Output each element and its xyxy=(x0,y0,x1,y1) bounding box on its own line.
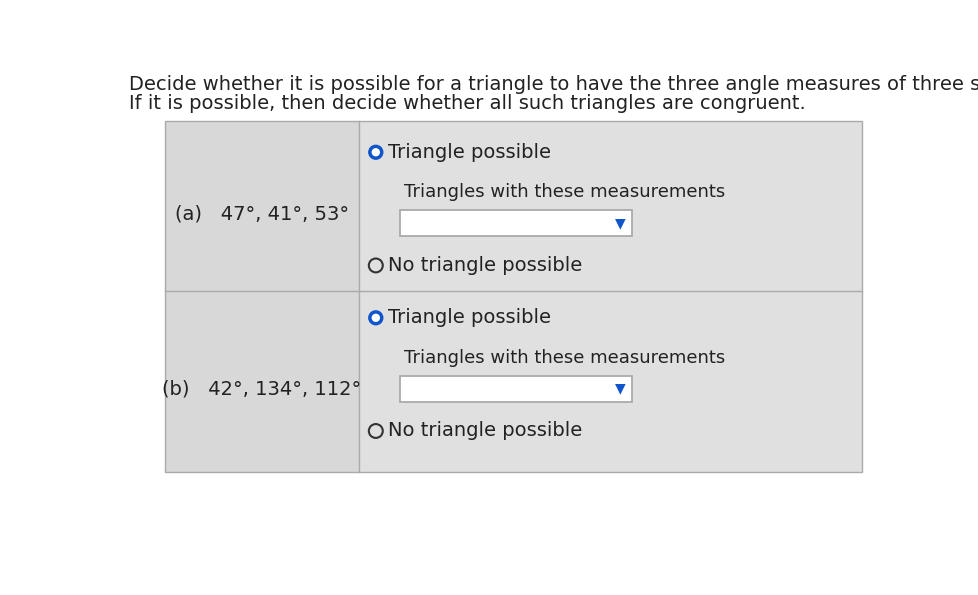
Circle shape xyxy=(372,149,378,156)
Circle shape xyxy=(369,311,382,325)
Text: (a)   47°, 41°, 53°: (a) 47°, 41°, 53° xyxy=(175,204,348,223)
Bar xyxy=(399,210,632,236)
Text: No triangle possible: No triangle possible xyxy=(388,256,582,275)
Bar xyxy=(399,375,632,402)
Text: ▼: ▼ xyxy=(614,216,625,230)
Bar xyxy=(358,121,862,291)
Text: Triangle possible: Triangle possible xyxy=(388,308,551,327)
Circle shape xyxy=(369,145,382,159)
Bar xyxy=(165,121,862,472)
Text: Triangle possible: Triangle possible xyxy=(388,143,551,162)
Text: must be congruent.: must be congruent. xyxy=(404,214,581,232)
Text: Decide whether it is possible for a triangle to have the three angle measures of: Decide whether it is possible for a tria… xyxy=(128,75,978,94)
Text: (b)   42°, 134°, 112°: (b) 42°, 134°, 112° xyxy=(162,380,361,399)
Text: If it is possible, then decide whether all such triangles are congruent.: If it is possible, then decide whether a… xyxy=(128,95,805,114)
Text: No triangle possible: No triangle possible xyxy=(388,421,582,440)
Text: must be congruent.: must be congruent. xyxy=(404,380,581,397)
Bar xyxy=(165,291,358,472)
Circle shape xyxy=(372,314,378,321)
Bar xyxy=(165,121,358,291)
Text: Triangles with these measurements: Triangles with these measurements xyxy=(403,183,725,201)
Text: Triangles with these measurements: Triangles with these measurements xyxy=(403,349,725,367)
Text: ▼: ▼ xyxy=(614,381,625,396)
Bar xyxy=(358,291,862,472)
